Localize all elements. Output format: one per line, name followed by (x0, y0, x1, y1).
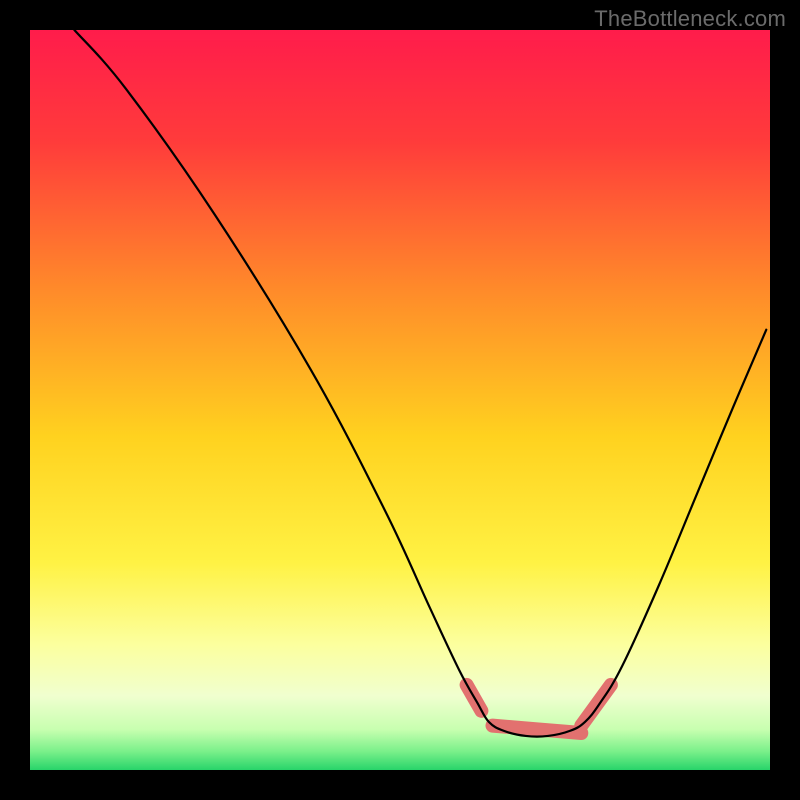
chart-svg (0, 0, 800, 800)
chart-frame: TheBottleneck.com (0, 0, 800, 800)
gradient-background (30, 30, 770, 770)
watermark-text: TheBottleneck.com (594, 6, 786, 32)
